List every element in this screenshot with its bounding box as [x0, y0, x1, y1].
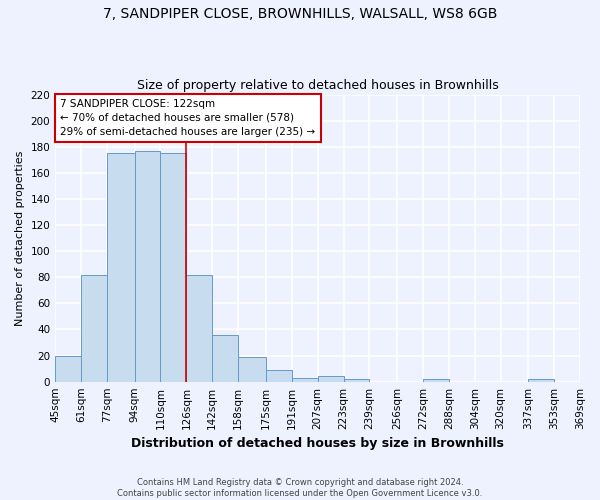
Text: 7, SANDPIPER CLOSE, BROWNHILLS, WALSALL, WS8 6GB: 7, SANDPIPER CLOSE, BROWNHILLS, WALSALL,…	[103, 8, 497, 22]
Bar	[292, 378, 317, 382]
Bar	[134, 150, 160, 382]
Bar	[344, 379, 370, 382]
X-axis label: Distribution of detached houses by size in Brownhills: Distribution of detached houses by size …	[131, 437, 504, 450]
Bar	[81, 274, 107, 382]
Bar	[266, 370, 292, 382]
Bar	[107, 154, 134, 382]
Y-axis label: Number of detached properties: Number of detached properties	[15, 150, 25, 326]
Bar	[55, 356, 81, 382]
Title: Size of property relative to detached houses in Brownhills: Size of property relative to detached ho…	[137, 79, 499, 92]
Text: 7 SANDPIPER CLOSE: 122sqm
← 70% of detached houses are smaller (578)
29% of semi: 7 SANDPIPER CLOSE: 122sqm ← 70% of detac…	[61, 99, 316, 137]
Bar	[187, 274, 212, 382]
Bar	[212, 334, 238, 382]
Bar	[317, 376, 344, 382]
Bar	[423, 379, 449, 382]
Text: Contains HM Land Registry data © Crown copyright and database right 2024.
Contai: Contains HM Land Registry data © Crown c…	[118, 478, 482, 498]
Bar	[160, 154, 187, 382]
Bar	[528, 379, 554, 382]
Bar	[238, 357, 266, 382]
